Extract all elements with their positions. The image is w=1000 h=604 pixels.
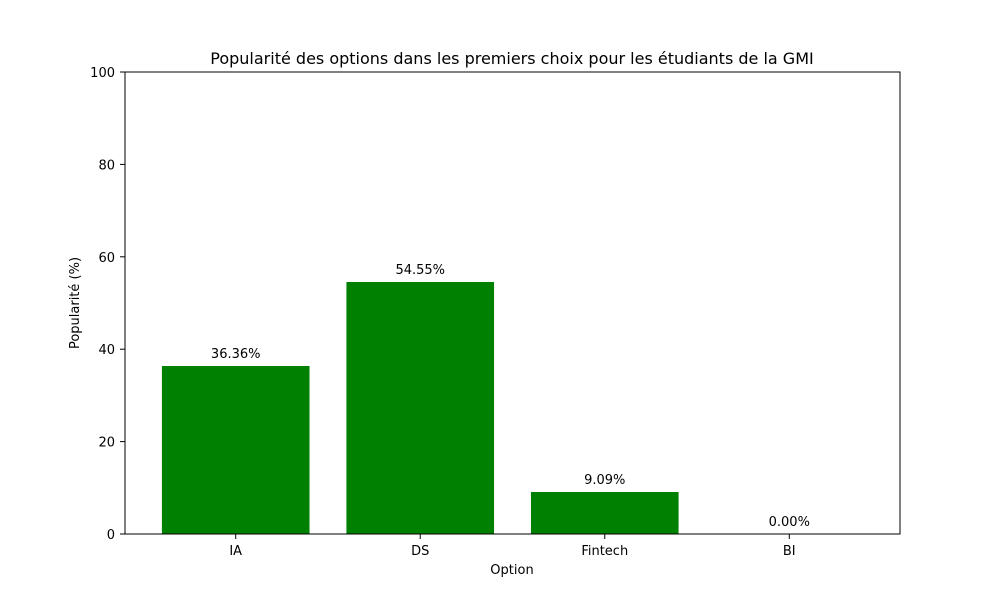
x-axis: IA DS Fintech BI — [229, 534, 796, 559]
y-tick-label-40: 40 — [98, 343, 115, 358]
y-axis: 0 20 40 60 80 100 — [90, 66, 125, 543]
x-axis-label: Option — [490, 563, 533, 578]
x-tick-label-fintech: Fintech — [581, 544, 628, 559]
data-label-ds: 54.55% — [395, 263, 445, 278]
y-tick-label-0: 0 — [107, 528, 115, 543]
data-label-ia: 36.36% — [211, 347, 261, 362]
bar-fintech — [530, 492, 679, 534]
plot-frame — [124, 71, 901, 535]
y-tick-label-100: 100 — [90, 66, 115, 81]
x-tick-label-bi: BI — [783, 544, 796, 559]
y-tick-label-20: 20 — [98, 436, 115, 451]
bars-layer — [161, 281, 679, 534]
y-axis-label: Popularité (%) — [68, 257, 83, 349]
y-tick-label-80: 80 — [98, 158, 115, 173]
data-label-fintech: 9.09% — [584, 473, 625, 488]
bar-ds — [346, 281, 495, 534]
bar-ia — [161, 366, 310, 534]
y-tick-label-60: 60 — [98, 251, 115, 266]
x-tick-label-ia: IA — [229, 544, 242, 559]
data-label-bi: 0.00% — [769, 515, 810, 530]
data-labels-layer: 36.36% 54.55% 9.09% 0.00% — [211, 263, 810, 530]
x-tick-label-ds: DS — [411, 544, 429, 559]
chart-title: Popularité des options dans les premiers… — [210, 49, 813, 68]
